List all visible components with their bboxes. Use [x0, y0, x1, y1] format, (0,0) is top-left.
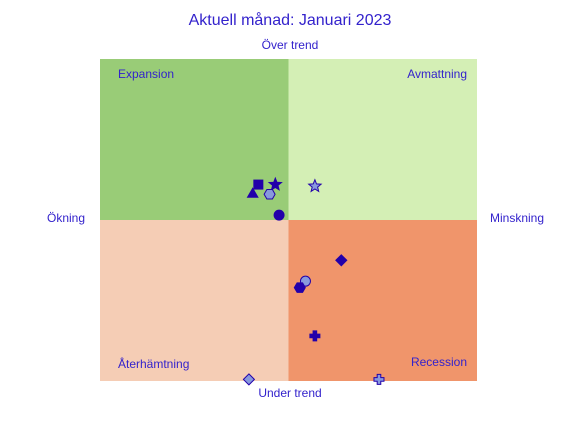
quadrant — [100, 220, 289, 381]
quadrant-label: Recession — [411, 355, 467, 369]
quadrant — [288, 220, 477, 381]
point — [263, 189, 276, 200]
quadrant — [288, 59, 477, 220]
point — [309, 330, 321, 342]
axis-label: Över trend — [262, 38, 319, 52]
axis-label: Under trend — [258, 386, 321, 400]
quadrant-label: Expansion — [118, 67, 174, 81]
point — [253, 179, 264, 190]
point — [335, 254, 348, 267]
quadrant — [100, 59, 289, 220]
quadrant-label: Avmattning — [407, 67, 467, 81]
point — [242, 373, 256, 386]
point — [246, 187, 259, 198]
axis-label: Ökning — [47, 211, 85, 225]
point — [307, 178, 323, 193]
quadrant-label: Återhämtning — [118, 356, 189, 371]
point — [267, 176, 283, 191]
point — [293, 282, 306, 293]
point — [273, 209, 285, 221]
axis-label: Minskning — [490, 211, 544, 225]
point — [373, 373, 385, 385]
chart-title: Aktuell månad: Januari 2023 — [189, 11, 392, 29]
